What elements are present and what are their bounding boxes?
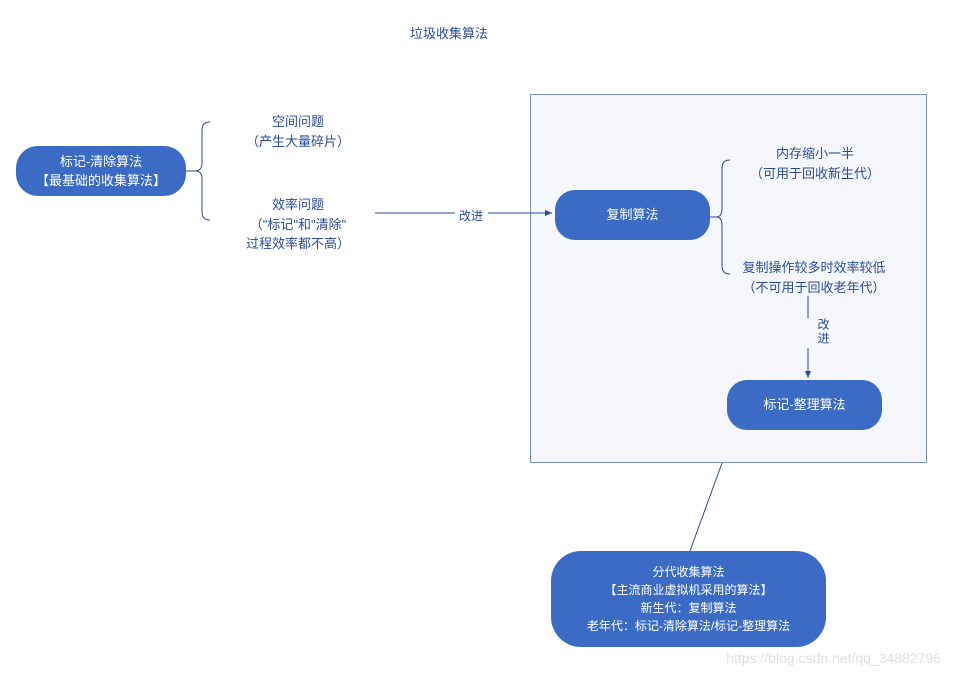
label-line: 空间问题 [228, 112, 368, 132]
node-mark-compact: 标记-整理算法 [727, 380, 882, 430]
label-line: 内存缩小一半 [730, 144, 900, 164]
edge-label-improve-2: 改进 [815, 318, 832, 346]
node-copy-algo: 复制算法 [555, 190, 710, 240]
label-efficiency-issue: 效率问题 （"标记"和"清除" 过程效率都不高） [218, 195, 378, 254]
node-line: 标记-清除算法 [60, 152, 142, 172]
label-line: （产生大量碎片） [228, 132, 368, 152]
node-generational: 分代收集算法 【主流商业虚拟机采用的算法】 新生代：复制算法 老年代：标记-清除… [551, 551, 826, 647]
label-space-issue: 空间问题 （产生大量碎片） [228, 112, 368, 151]
label-copy-slow: 复制操作较多时效率较低 （不可用于回收老年代） [724, 258, 904, 297]
node-line: 【主流商业虚拟机采用的算法】 [604, 581, 772, 599]
node-mark-sweep: 标记-清除算法 【最基础的收集算法】 [16, 146, 186, 196]
node-line: 复制算法 [606, 205, 658, 225]
label-line: 过程效率都不高） [218, 234, 378, 254]
node-line: 老年代：标记-清除算法/标记-整理算法 [587, 617, 790, 635]
node-line: 标记-整理算法 [763, 395, 845, 415]
edge-label-improve-1: 改进 [459, 207, 483, 224]
label-mem-half: 内存缩小一半 （可用于回收新生代） [730, 144, 900, 183]
watermark: https://blog.csdn.net/qq_34882796 [726, 650, 941, 666]
node-line: 【最基础的收集算法】 [36, 171, 166, 191]
label-line: 效率问题 [218, 195, 378, 215]
label-line: （"标记"和"清除" [218, 215, 378, 235]
diagram-title: 垃圾收集算法 [410, 23, 488, 42]
label-line: 复制操作较多时效率较低 [724, 258, 904, 278]
label-line: （可用于回收新生代） [730, 164, 900, 184]
label-line: （不可用于回收老年代） [724, 278, 904, 298]
node-line: 新生代：复制算法 [640, 599, 736, 617]
node-line: 分代收集算法 [652, 563, 724, 581]
